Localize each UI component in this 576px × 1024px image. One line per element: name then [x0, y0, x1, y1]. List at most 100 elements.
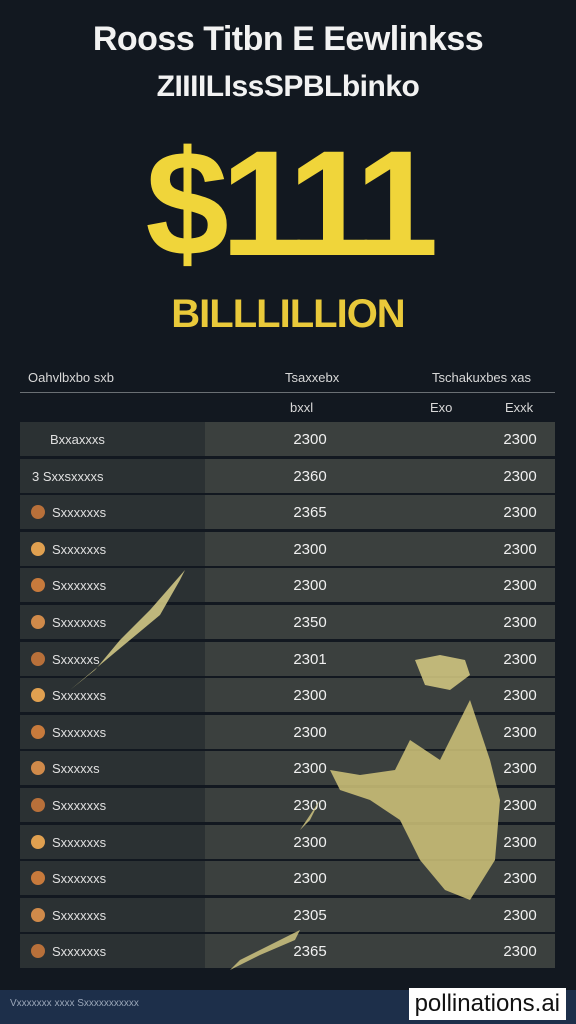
- cell-value: 2300: [293, 540, 327, 558]
- cell-value: 2365: [293, 943, 327, 961]
- row-icon: [31, 761, 45, 776]
- row-icon: [31, 797, 45, 812]
- row-name: Bxxaxxxs: [50, 432, 105, 447]
- row-icon: [31, 541, 45, 556]
- cell-value: 2300: [503, 943, 537, 961]
- name-cell: Sxxxxxxs: [20, 861, 205, 896]
- table-row: Sxxxxxxs 2300 2300: [20, 714, 555, 749]
- row-icon: [31, 614, 45, 629]
- headline-unit: BILLLILLION: [171, 292, 405, 336]
- row-name: 3 Sxxsxxxxs: [32, 468, 104, 484]
- name-cell: Sxxxxxs: [20, 751, 205, 786]
- cell-value: 2300: [503, 613, 537, 631]
- row-icon: [31, 944, 45, 959]
- title-line: Rooss Titbn E Eewlinkss: [92, 20, 484, 58]
- cell-value: 2300: [293, 870, 327, 888]
- cell-value: 2300: [293, 833, 327, 851]
- cell-value: 2300: [503, 467, 537, 485]
- table-row: Sxxxxxxs 2350 2300: [20, 604, 555, 639]
- table-row: Sxxxxxxs 2300 2300: [20, 861, 555, 896]
- footer-caption: Vxxxxxxx xxxx Sxxxxxxxxxxx: [10, 998, 139, 1009]
- table-row: Bxxaxxxs 2300 2300: [20, 422, 555, 456]
- row-name: Sxxxxxxs: [52, 578, 107, 594]
- cell-value: 2300: [293, 723, 327, 741]
- column-header: Oahvlbxbo sxb: [28, 370, 114, 385]
- row-icon: [31, 724, 45, 739]
- cell-value: 2305: [293, 906, 327, 924]
- row-icon: [31, 651, 45, 666]
- column-header: Tschakuxbes xas: [432, 370, 531, 385]
- cell-value: 2300: [503, 796, 537, 814]
- name-cell: Sxxxxxxs: [20, 604, 205, 639]
- cell-value: 2300: [503, 650, 537, 668]
- sub-header: Exo: [430, 400, 453, 415]
- row-icon: [31, 907, 45, 922]
- cell-value: 2365: [293, 504, 327, 522]
- cell-value: 2360: [293, 467, 327, 485]
- table: Bxxaxxxs 2300 2300 3 Sxxsxxxxs 2360 2300 Sxxxx…: [20, 422, 555, 971]
- row-name: Sxxxxxxs: [52, 834, 107, 850]
- name-cell: Sxxxxxxs: [20, 568, 205, 603]
- name-cell: Sxxxxxxs: [20, 678, 205, 713]
- row-name: Sxxxxxs: [52, 761, 100, 777]
- table-row: Sxxxxxs 2301 2300: [20, 641, 555, 676]
- cell-value: 2300: [503, 577, 537, 595]
- table-row: Sxxxxxxs 2365 2300: [20, 495, 555, 530]
- column-header: Tsaxxebx: [285, 370, 340, 385]
- table-row: Sxxxxxs 2300 2300: [20, 751, 555, 786]
- row-name: Sxxxxxxs: [52, 797, 107, 813]
- table-row: Sxxxxxxs 2365 2300: [20, 934, 555, 969]
- table-row: Sxxxxxxs 2300 2300: [20, 678, 555, 713]
- name-cell: Sxxxxxxs: [20, 787, 205, 822]
- row-icon: [31, 834, 45, 849]
- name-cell: Sxxxxxs: [20, 641, 205, 676]
- cell-value: 2300: [293, 431, 327, 448]
- cell-value: 2300: [293, 760, 327, 778]
- name-cell: Sxxxxxxs: [20, 495, 205, 530]
- name-cell: Sxxxxxxs: [20, 934, 205, 969]
- row-icon: [31, 505, 45, 520]
- table-row: Sxxxxxxs 2300 2300: [20, 568, 555, 603]
- row-name: Sxxxxxxs: [52, 944, 107, 960]
- cell-value: 2300: [503, 687, 537, 705]
- table-row: 3 Sxxsxxxxs 2360 2300: [20, 458, 555, 493]
- watermark: pollinations.ai: [408, 988, 566, 1020]
- row-icon: [31, 578, 45, 593]
- cell-value: 2300: [503, 870, 537, 888]
- name-cell: Sxxxxxxs: [20, 531, 205, 566]
- name-cell: 3 Sxxsxxxxs: [20, 458, 205, 493]
- cell-value: 2300: [503, 723, 537, 741]
- headline-amount: $111: [145, 119, 438, 287]
- divider: [20, 392, 555, 393]
- name-cell: Sxxxxxxs: [20, 897, 205, 932]
- cell-value: 2300: [503, 833, 537, 851]
- row-name: Sxxxxxs: [52, 651, 100, 667]
- row-icon: [31, 871, 45, 886]
- cell-value: 2350: [293, 613, 327, 631]
- cell-value: 2300: [293, 796, 327, 814]
- table-row: Sxxxxxxs 2300 2300: [20, 824, 555, 859]
- name-cell: Sxxxxxxs: [20, 824, 205, 859]
- name-cell: Bxxaxxxs: [20, 422, 205, 456]
- row-name: Sxxxxxxs: [52, 907, 107, 923]
- name-cell: Sxxxxxxs: [20, 714, 205, 749]
- title-line: ZIIIILIssSPBLbinko: [156, 70, 420, 103]
- sub-header: bxxl: [290, 400, 314, 415]
- row-name: Sxxxxxxs: [52, 505, 107, 521]
- cell-value: 2300: [503, 504, 537, 522]
- sub-header: Exxk: [505, 400, 534, 415]
- cell-value: 2300: [293, 577, 327, 595]
- row-name: Sxxxxxxs: [52, 688, 107, 704]
- row-name: Sxxxxxxs: [52, 724, 107, 740]
- cell-value: 2300: [293, 687, 327, 705]
- table-row: Sxxxxxxs 2300 2300: [20, 787, 555, 822]
- row-name: Sxxxxxxs: [52, 541, 107, 557]
- cell-value: 2300: [503, 906, 537, 924]
- cell-value: 2301: [293, 650, 327, 668]
- cell-value: 2300: [503, 431, 537, 448]
- row-icon: [31, 688, 45, 703]
- cell-value: 2300: [503, 760, 537, 778]
- table-row: Sxxxxxxs 2305 2300: [20, 897, 555, 932]
- table-row: Sxxxxxxs 2300 2300: [20, 531, 555, 566]
